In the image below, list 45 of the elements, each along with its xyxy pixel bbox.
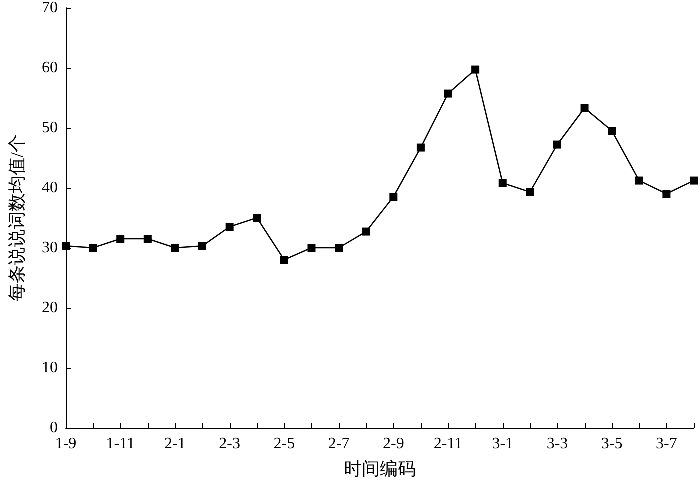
x-tick-label: 3-3 <box>546 436 568 452</box>
point <box>198 242 207 250</box>
y-tick-label: 50 <box>42 120 58 136</box>
y-tick-label: 70 <box>42 0 58 16</box>
point <box>280 256 288 264</box>
y-tick-label: 20 <box>42 300 58 316</box>
point <box>553 140 562 149</box>
y-tick-label: 40 <box>42 180 58 196</box>
point <box>116 235 125 243</box>
point <box>498 179 507 188</box>
y-tick-label: 30 <box>42 240 58 256</box>
x-tick-label: 3-1 <box>492 436 514 452</box>
point <box>608 127 616 135</box>
point <box>362 228 370 236</box>
x-tick-label: 2-5 <box>274 436 296 452</box>
point <box>690 176 698 185</box>
point <box>335 244 344 252</box>
point <box>662 190 671 198</box>
y-axis-title: 每条说说词数均值/个 <box>7 134 27 302</box>
x-tick-label: 1-9 <box>55 436 77 452</box>
point <box>226 223 234 231</box>
x-tick-label: 2-3 <box>219 436 240 452</box>
x-tick-label: 2-7 <box>328 436 350 452</box>
x-tick-label: 3-5 <box>601 436 623 452</box>
point <box>390 193 398 201</box>
point <box>635 176 644 185</box>
x-axis-title: 时间编码 <box>344 459 416 479</box>
point <box>526 188 534 196</box>
point <box>144 235 152 243</box>
point <box>580 104 589 112</box>
point <box>308 244 316 252</box>
x-tick-label: 2-9 <box>382 436 404 452</box>
x-tick-label: 2-11 <box>434 436 463 452</box>
y-tick-label: 60 <box>42 60 58 76</box>
x-tick-label: 3-7 <box>656 436 678 452</box>
point <box>416 144 425 152</box>
x-tick-label: 2-1 <box>164 436 186 452</box>
point <box>253 214 262 222</box>
point <box>444 90 452 98</box>
y-tick-label: 10 <box>42 360 58 376</box>
point <box>171 244 180 252</box>
y-tick-label: 0 <box>50 420 58 436</box>
x-tick-label: 1-11 <box>106 436 135 452</box>
point <box>472 66 480 74</box>
point <box>89 244 98 252</box>
